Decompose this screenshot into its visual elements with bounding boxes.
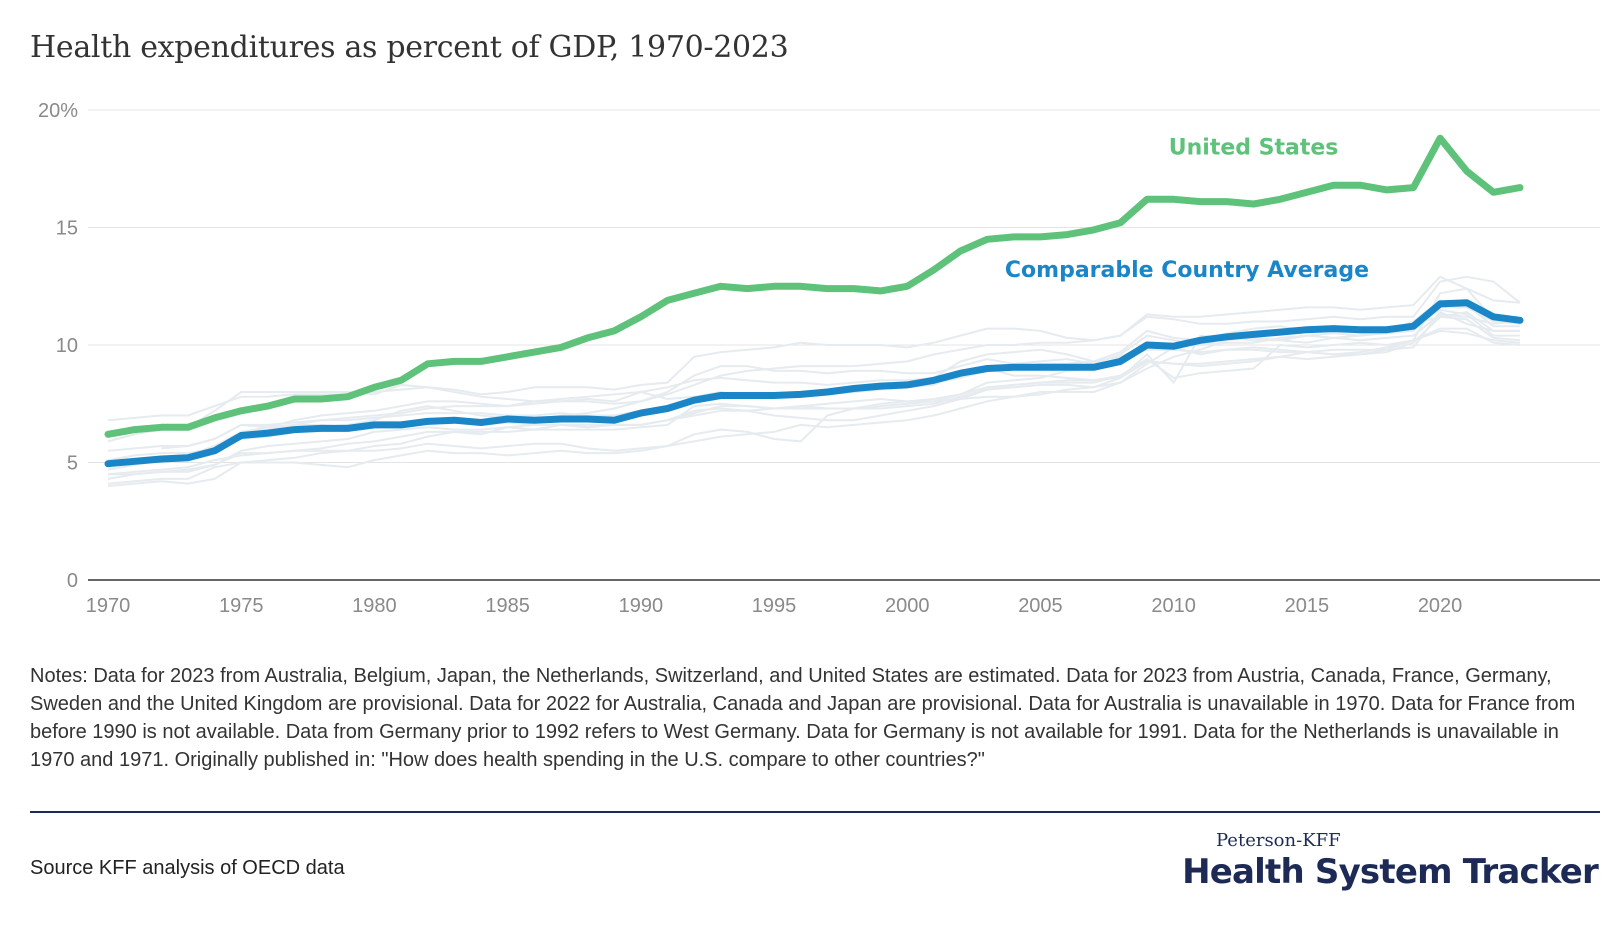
x-tick-label: 1980	[352, 595, 397, 617]
country-line	[161, 275, 1521, 450]
logo-peterson-kff: Peterson-KFF	[1178, 830, 1598, 851]
y-tick-label: 20%	[38, 100, 78, 122]
comparable-country-average-line	[104, 299, 1524, 468]
x-tick-label: 1990	[619, 595, 664, 617]
x-tick-label: 1985	[485, 595, 530, 617]
x-tick-label: 1970	[86, 595, 131, 617]
country-line	[107, 311, 1520, 485]
country-line	[108, 287, 1520, 476]
logo-health-system-tracker: Health System Tracker	[1182, 852, 1599, 892]
chart-title: Health expenditures as percent of GDP, 1…	[30, 30, 789, 65]
united-states-label: United States	[1169, 136, 1339, 161]
series-labels: United States Comparable Country Average	[1005, 136, 1369, 283]
x-tick-label: 2020	[1418, 595, 1463, 617]
x-tick-label: 2010	[1151, 595, 1196, 617]
chart-notes: Notes: Data for 2023 from Australia, Bel…	[30, 665, 1576, 771]
comparable-country-lines	[107, 275, 1521, 487]
source-text: Source KFF analysis of OECD data	[30, 857, 345, 879]
country-line	[107, 311, 1520, 476]
y-tick-label: 0	[67, 570, 78, 592]
x-tick-label: 1995	[752, 595, 797, 617]
y-tick-label: 15	[56, 218, 78, 240]
main-series	[104, 134, 1524, 468]
line-chart: 0 5 10 15 20% 1970 1975 1980 1985 1990 1995 2000 200…	[38, 100, 1600, 617]
y-tick-label: 5	[67, 453, 78, 475]
y-tick-label: 10	[56, 335, 78, 357]
axes: 0 5 10 15 20% 1970 1975 1980 1985 1990 1995 2000 200…	[38, 100, 1600, 617]
logo-small-text: Peterson-KFF	[1216, 830, 1341, 851]
x-tick-label: 2005	[1018, 595, 1063, 617]
gridlines	[88, 109, 1600, 463]
x-tick-label: 2015	[1285, 595, 1330, 617]
country-line	[107, 299, 1520, 462]
x-tick-label: 1975	[219, 595, 264, 617]
x-tick-label: 2000	[885, 595, 930, 617]
country-line	[107, 275, 1521, 443]
country-line	[107, 329, 1521, 480]
divider	[30, 811, 1600, 813]
comparable-country-average-label: Comparable Country Average	[1005, 258, 1369, 283]
united-states-line	[104, 134, 1524, 438]
